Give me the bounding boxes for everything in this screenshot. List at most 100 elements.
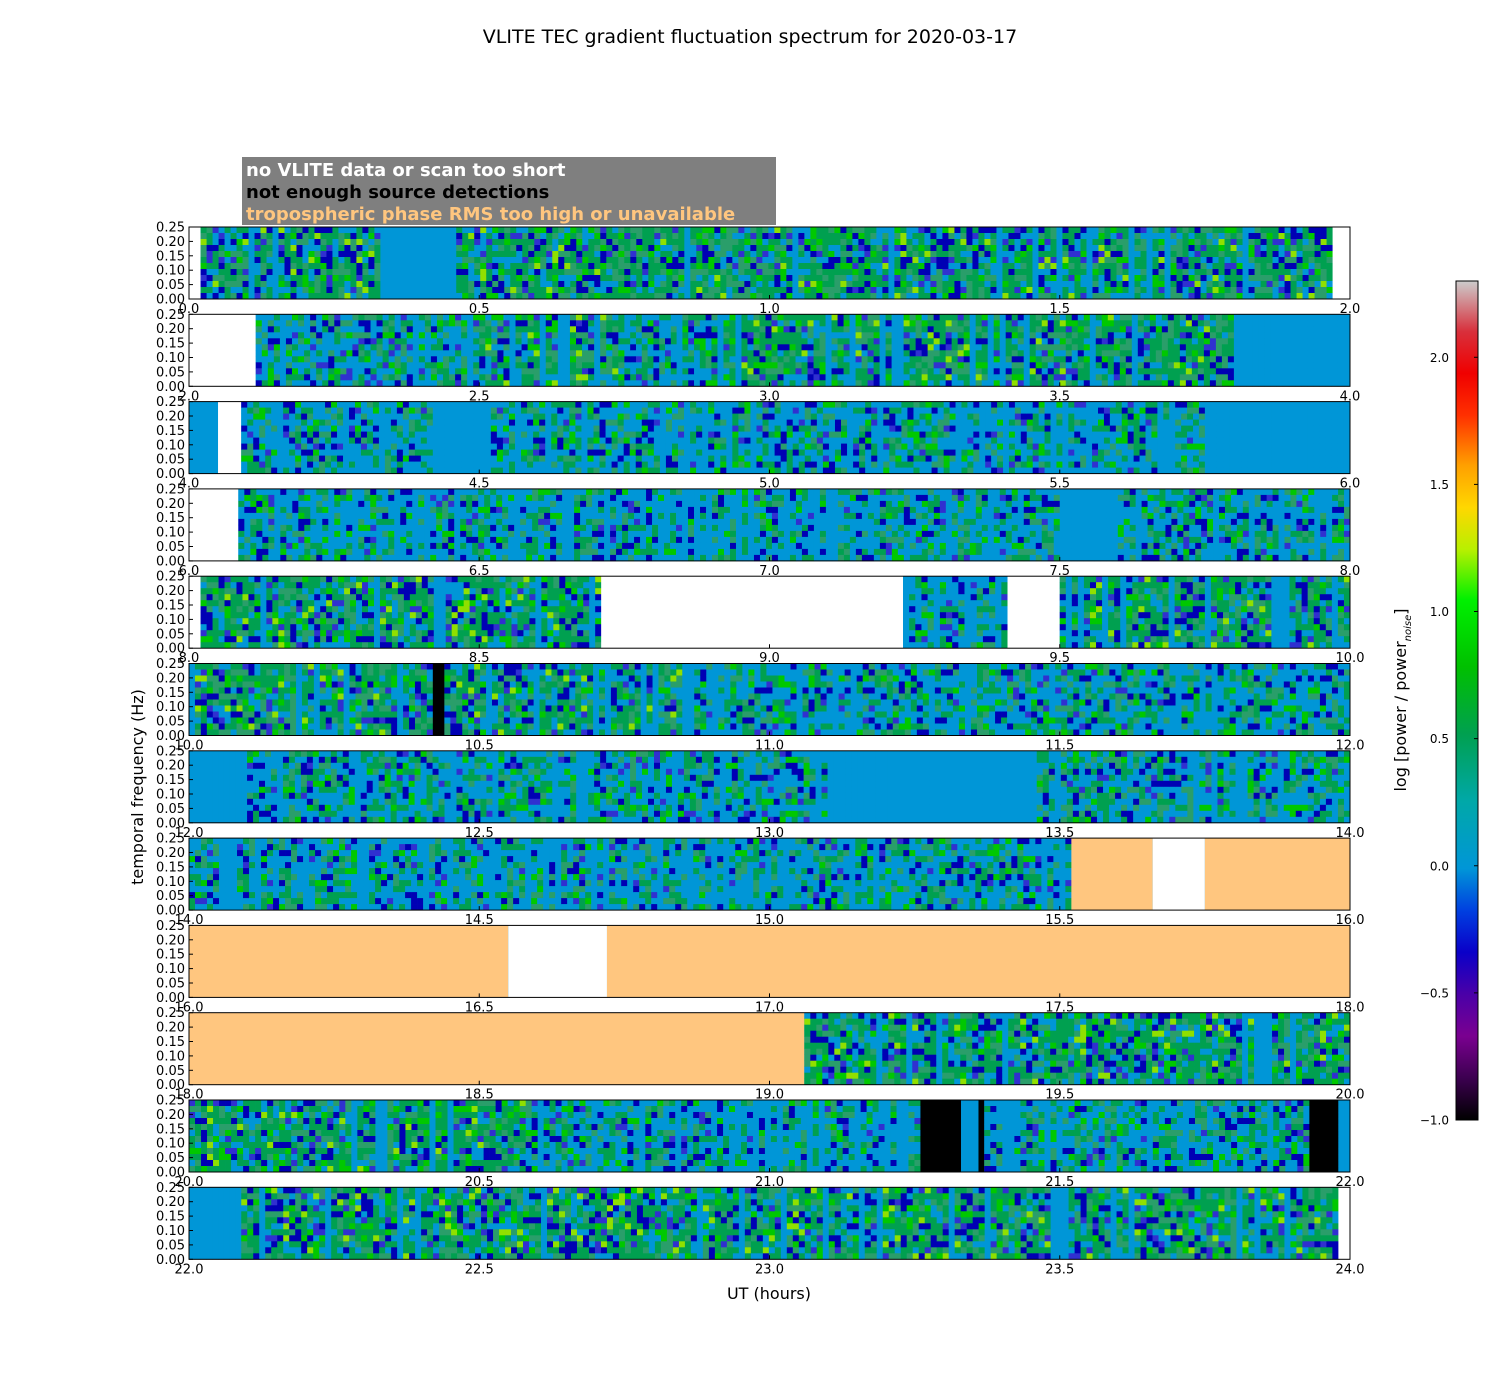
spectrum-cell [1164, 239, 1171, 246]
spectrum-cell [382, 344, 389, 351]
spectrum-cell [762, 275, 769, 282]
spectrum-cell [1191, 368, 1199, 375]
spectrum-cell [403, 293, 410, 300]
spectrum-cell [1325, 380, 1332, 387]
spectrum-cell [563, 314, 571, 321]
spectrum-cell [420, 467, 428, 474]
spectrum-cell [1236, 281, 1243, 288]
spectrum-cell [1044, 275, 1051, 282]
spectrum-cell [414, 425, 422, 432]
spectrum-cell [189, 413, 196, 420]
spectrum-cell [653, 368, 660, 375]
spectrum-cell [253, 413, 260, 420]
spectrum-cell [741, 362, 748, 369]
spectrum-cell [957, 314, 964, 321]
spectrum-cell [515, 380, 522, 387]
spectrum-cell [654, 293, 661, 300]
spectrum-cell [1128, 275, 1135, 282]
spectrum-cell [259, 425, 266, 432]
spectrum-cell [981, 374, 988, 381]
spectrum-cell [527, 380, 534, 387]
spectrum-cell [1101, 344, 1109, 351]
spectrum-cell [438, 239, 445, 246]
spectrum-cell [1134, 281, 1141, 288]
spectrum-cell [515, 326, 522, 333]
spectrum-cell [1128, 287, 1135, 294]
spectrum-cell [1167, 320, 1175, 327]
spectrum-cell [969, 368, 976, 375]
spectrum-cell [1017, 344, 1025, 351]
spectrum-cell [672, 245, 679, 252]
spectrum-cell [783, 374, 790, 381]
spectrum-cell [338, 293, 345, 300]
spectrum-cell [954, 251, 961, 258]
spectrum-cell [641, 344, 648, 351]
spectrum-cell [418, 356, 426, 363]
spectrum-cell [738, 269, 745, 276]
spectrum-cell [756, 257, 763, 264]
spectrum-cell [1119, 380, 1127, 387]
spectrum-cell [588, 332, 595, 339]
spectrum-cell [705, 344, 712, 351]
spectrum-cell [1113, 350, 1121, 357]
spectrum-cell [660, 275, 667, 282]
spectrum-cell [666, 269, 673, 276]
spectrum-cell [1284, 263, 1291, 270]
spectrum-cell [678, 269, 685, 276]
spectrum-cell [694, 338, 701, 345]
spectrum-cell [717, 362, 724, 369]
spectrum-cell [298, 350, 305, 357]
spectrum-cell [720, 233, 727, 240]
spectrum-cell [295, 461, 302, 468]
spectrum-cell [390, 443, 398, 450]
spectrum-cell [189, 461, 196, 468]
spectrum-cell [858, 233, 865, 240]
x-tick-label: 2.5 [469, 389, 490, 404]
spectrum-cell [969, 344, 976, 351]
spectrum-cell [1044, 263, 1051, 270]
spectrum-cell [394, 320, 402, 327]
spectrum-cell [1197, 362, 1205, 369]
spectrum-cell [1158, 227, 1165, 234]
spectrum-cell [996, 263, 1003, 270]
spectrum-cell [498, 257, 505, 264]
spectrum-cell [1089, 332, 1097, 339]
spectrum-cell [1227, 314, 1235, 321]
spectrum-cell [831, 344, 838, 351]
spectrum-cell [1128, 251, 1135, 258]
spectrum-cell [551, 368, 559, 375]
spectrum-cell [277, 407, 284, 414]
spectrum-cell [762, 293, 769, 300]
x-tick-label: 1.5 [1049, 302, 1070, 317]
spectrum-cell [636, 239, 643, 246]
spectrum-cell [1236, 251, 1243, 258]
spectrum-cell [426, 413, 434, 420]
spectrum-cell [759, 314, 766, 321]
spectrum-cell [412, 326, 420, 333]
spectrum-cell [1194, 269, 1201, 276]
spectrum-cell [813, 380, 820, 387]
spectrum-cell [344, 251, 351, 258]
spectrum-cell [1146, 245, 1153, 252]
spectrum-cell [987, 326, 994, 333]
spectrum-cell [298, 362, 305, 369]
spectrum-cell [206, 467, 213, 474]
spectrum-cell [771, 356, 778, 363]
spectrum-cell [340, 374, 347, 381]
spectrum-cell [699, 350, 706, 357]
spectrum-cell [729, 368, 736, 375]
spectrum-cell [906, 281, 913, 288]
spectrum-cell [545, 326, 553, 333]
spectrum-cell [350, 263, 357, 270]
spectrum-cell [1011, 350, 1019, 357]
spectrum-cell [804, 293, 811, 300]
spectrum-cell [1158, 275, 1165, 282]
spectrum-cell [756, 227, 763, 234]
spectrum-cell [921, 380, 928, 387]
spectrum-cell [522, 257, 529, 264]
spectrum-cell [1092, 257, 1099, 264]
spectrum-cell [855, 362, 862, 369]
spectrum-cell [340, 326, 347, 333]
spectrum-cell [606, 269, 613, 276]
spectrum-cell [1161, 320, 1169, 327]
